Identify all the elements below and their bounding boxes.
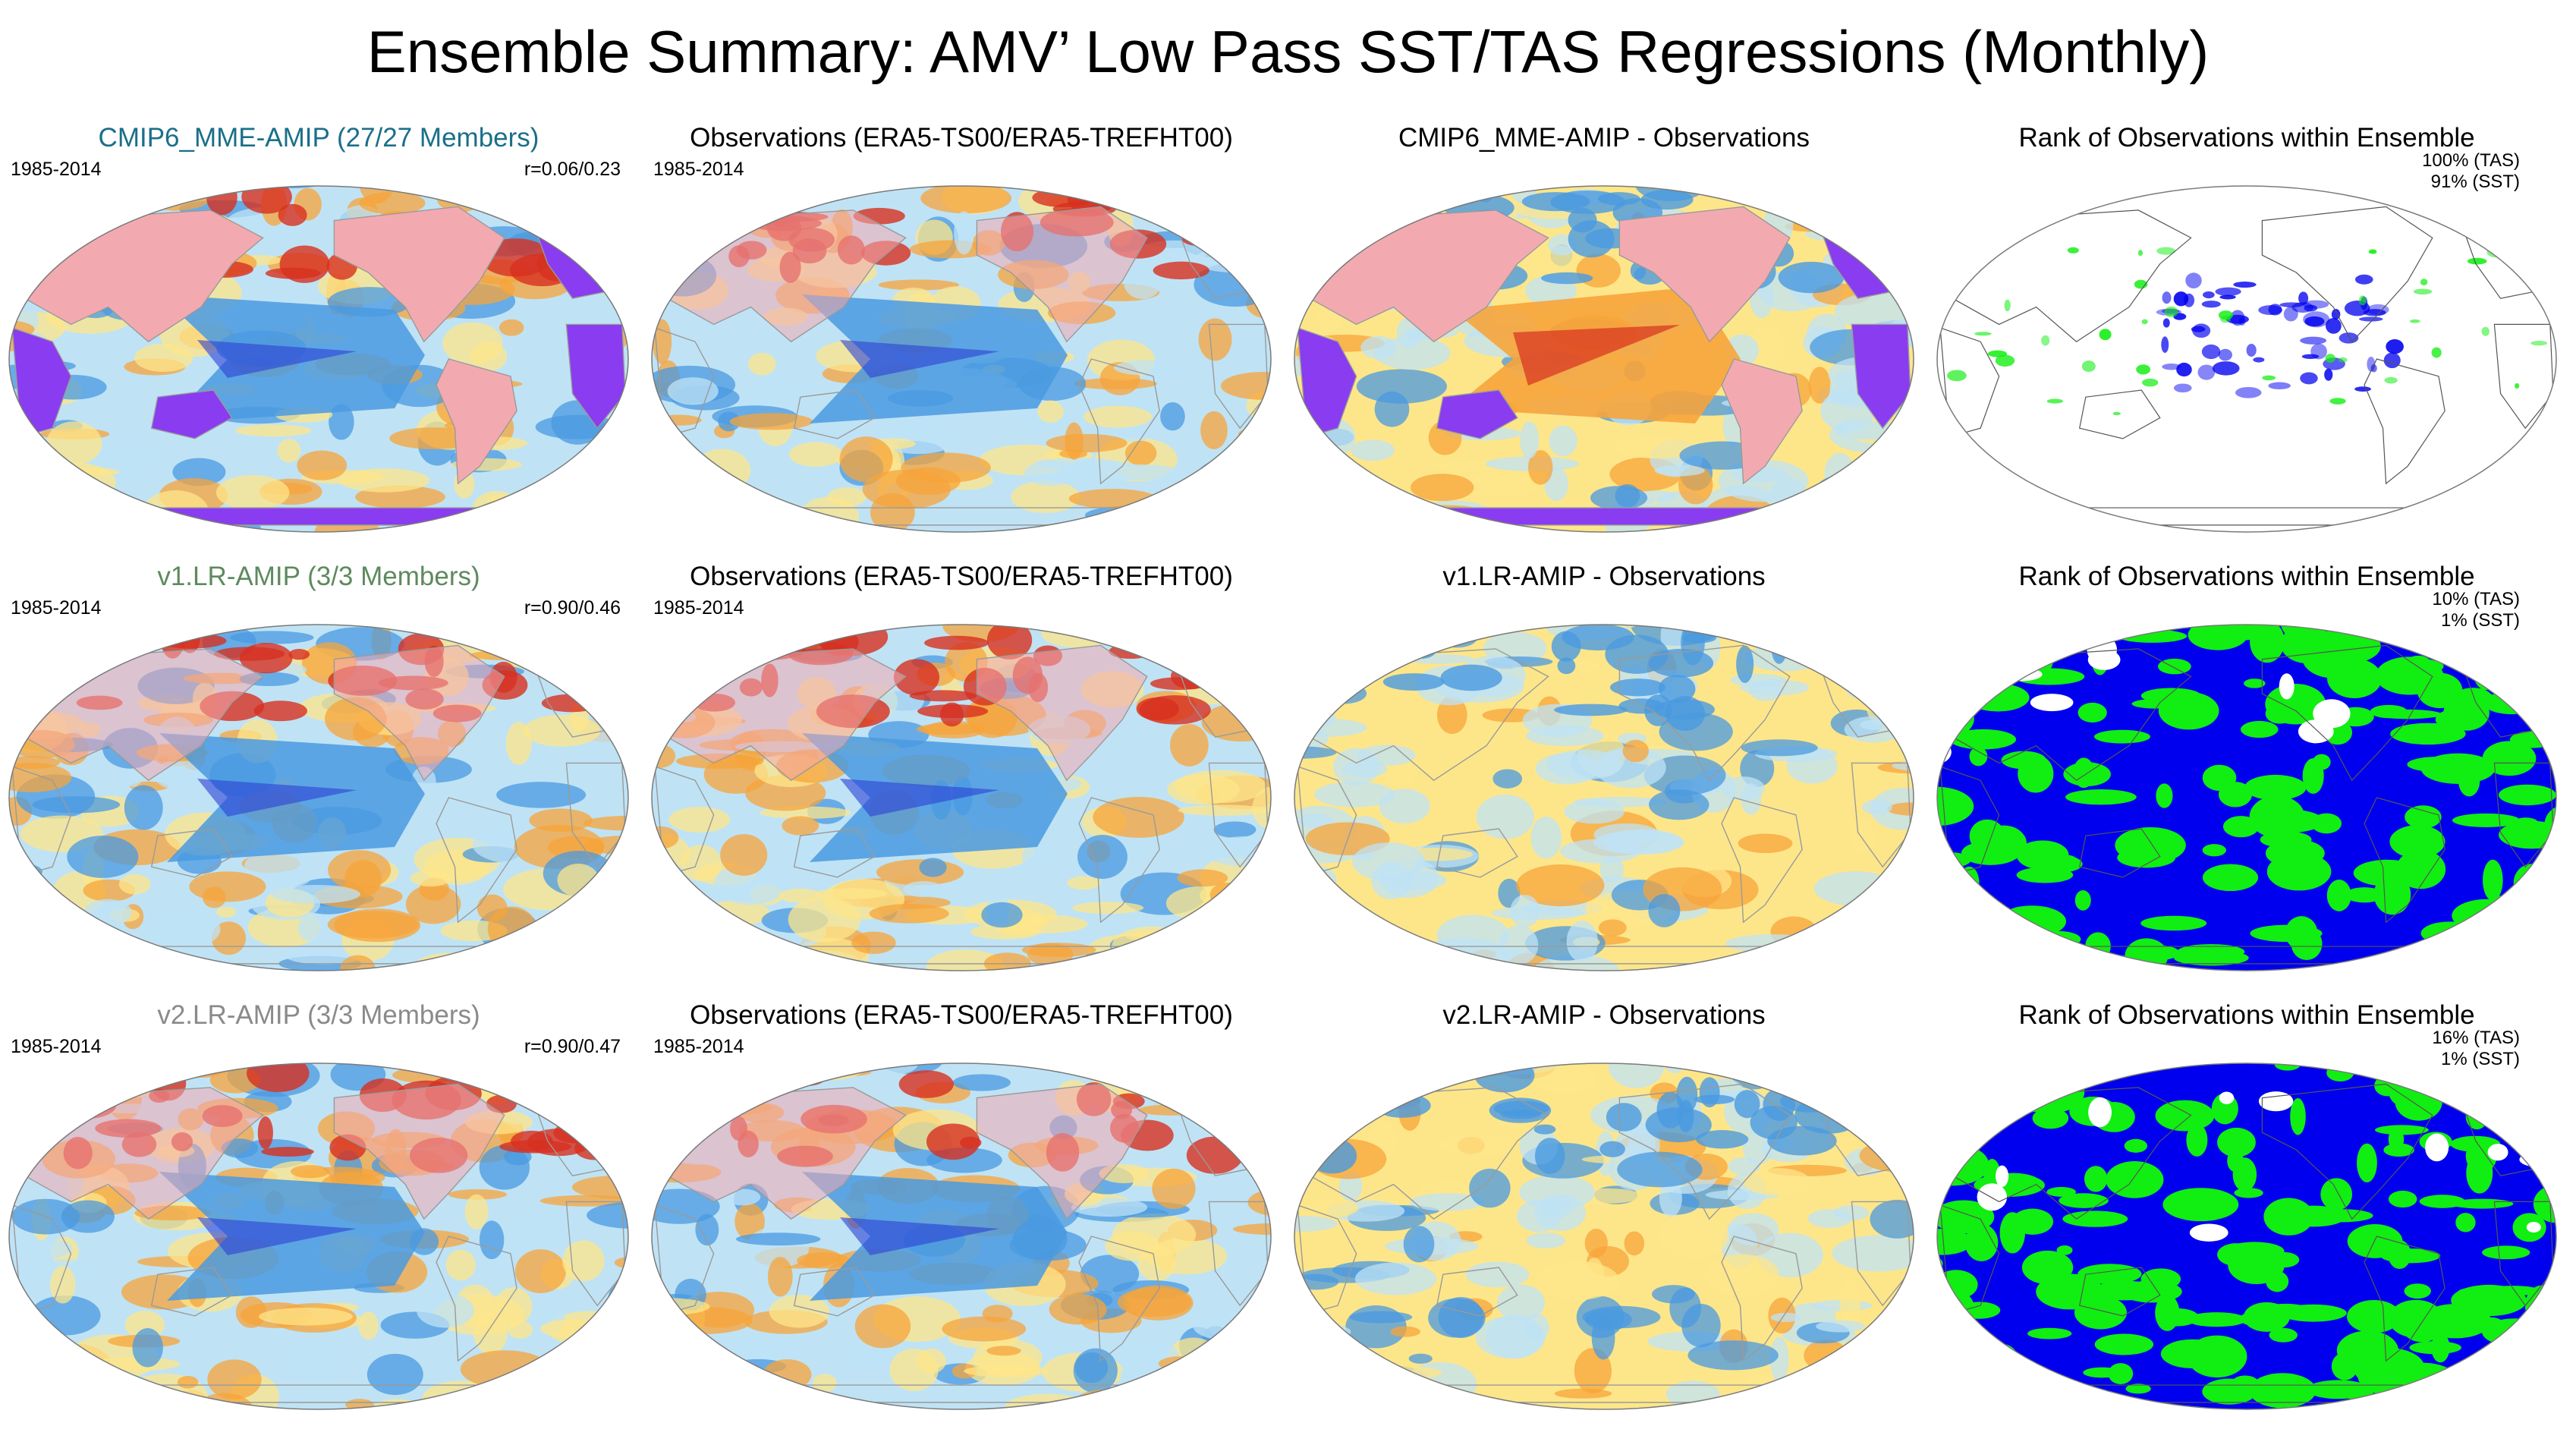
regression-map xyxy=(651,624,1272,971)
rank-sst-label: 1% (SST) xyxy=(2440,610,2520,631)
rank-tas-label: 16% (TAS) xyxy=(2432,1028,2520,1048)
panel-title: CMIP6_MME-AMIP (27/27 Members) xyxy=(98,123,539,153)
difference-map xyxy=(1294,1062,1914,1410)
correlation-label: r=0.90/0.47 xyxy=(524,1036,621,1057)
rank-map xyxy=(1936,624,2557,971)
panel-title: v2.LR-AMIP (3/3 Members) xyxy=(157,1000,480,1030)
panel-rank-row3: Rank of Observations within Ensemble 16%… xyxy=(1928,999,2565,1431)
period-label: 1985-2014 xyxy=(653,159,744,180)
difference-map xyxy=(1294,185,1914,533)
panel-title: Rank of Observations within Ensemble xyxy=(2018,123,2475,153)
rank-map xyxy=(1936,1062,2557,1410)
correlation-label: r=0.90/0.46 xyxy=(524,597,621,619)
panel-title: Observations (ERA5-TS00/ERA5-TREFHT00) xyxy=(690,123,1233,153)
period-label: 1985-2014 xyxy=(11,159,102,180)
panel-title: Rank of Observations within Ensemble xyxy=(2018,1000,2475,1030)
regression-map xyxy=(8,185,629,533)
rank-tas-label: 10% (TAS) xyxy=(2432,589,2520,609)
period-label: 1985-2014 xyxy=(653,1036,744,1057)
panel-title: Observations (ERA5-TS00/ERA5-TREFHT00) xyxy=(690,1000,1233,1030)
panel-diff-row2: v1.LR-AMIP - Observations xyxy=(1285,560,1923,993)
rank-sst-label: 91% (SST) xyxy=(2430,172,2520,192)
panel-title: v2.LR-AMIP - Observations xyxy=(1442,1000,1766,1030)
panel-obs-row1: Observations (ERA5-TS00/ERA5-TREFHT00) 1… xyxy=(643,121,1280,554)
panel-obs-row3: Observations (ERA5-TS00/ERA5-TREFHT00) 1… xyxy=(643,999,1280,1431)
panel-diff-row1: CMIP6_MME-AMIP - Observations xyxy=(1285,121,1923,554)
panel-diff-row3: v2.LR-AMIP - Observations xyxy=(1285,999,1923,1431)
period-label: 1985-2014 xyxy=(11,597,102,619)
regression-map xyxy=(651,185,1272,533)
difference-map xyxy=(1294,624,1914,971)
panel-title: v1.LR-AMIP - Observations xyxy=(1442,562,1766,591)
panel-rank-row1: Rank of Observations within Ensemble 100… xyxy=(1928,121,2565,554)
regression-map xyxy=(8,624,629,971)
panel-model-row3: v2.LR-AMIP (3/3 Members) 1985-2014 r=0.9… xyxy=(0,999,637,1431)
rank-tas-label: 100% (TAS) xyxy=(2422,150,2520,171)
panel-title: v1.LR-AMIP (3/3 Members) xyxy=(157,562,480,591)
period-label: 1985-2014 xyxy=(653,597,744,619)
figure-title: Ensemble Summary: AMV’ Low Pass SST/TAS … xyxy=(366,18,2210,85)
panel-title: CMIP6_MME-AMIP - Observations xyxy=(1398,123,1810,153)
panel-model-row1: CMIP6_MME-AMIP (27/27 Members) 1985-2014… xyxy=(0,121,637,554)
rank-sst-label: 1% (SST) xyxy=(2440,1049,2520,1069)
panel-rank-row2: Rank of Observations within Ensemble 10%… xyxy=(1928,560,2565,993)
rank-map xyxy=(1936,185,2557,533)
panel-title: Rank of Observations within Ensemble xyxy=(2018,562,2475,591)
regression-map xyxy=(8,1062,629,1410)
correlation-label: r=0.06/0.23 xyxy=(524,159,621,180)
regression-map xyxy=(651,1062,1272,1410)
panel-model-row2: v1.LR-AMIP (3/3 Members) 1985-2014 r=0.9… xyxy=(0,560,637,993)
panel-obs-row2: Observations (ERA5-TS00/ERA5-TREFHT00) 1… xyxy=(643,560,1280,993)
panel-title: Observations (ERA5-TS00/ERA5-TREFHT00) xyxy=(690,562,1233,591)
period-label: 1985-2014 xyxy=(11,1036,102,1057)
